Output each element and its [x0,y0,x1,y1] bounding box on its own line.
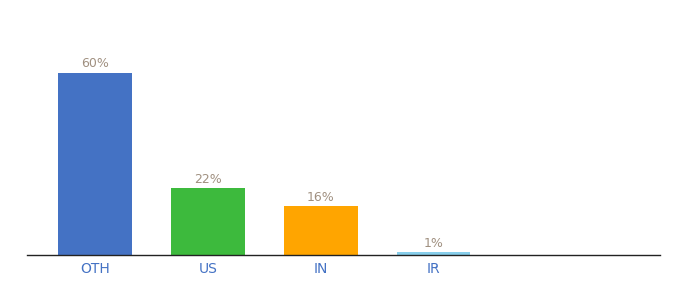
Bar [284,206,358,255]
Bar [58,73,132,255]
Text: 60%: 60% [81,57,109,70]
Text: 16%: 16% [307,191,335,204]
Bar [397,252,471,255]
Bar [171,188,245,255]
Text: 1%: 1% [424,236,443,250]
Text: 22%: 22% [194,173,222,186]
